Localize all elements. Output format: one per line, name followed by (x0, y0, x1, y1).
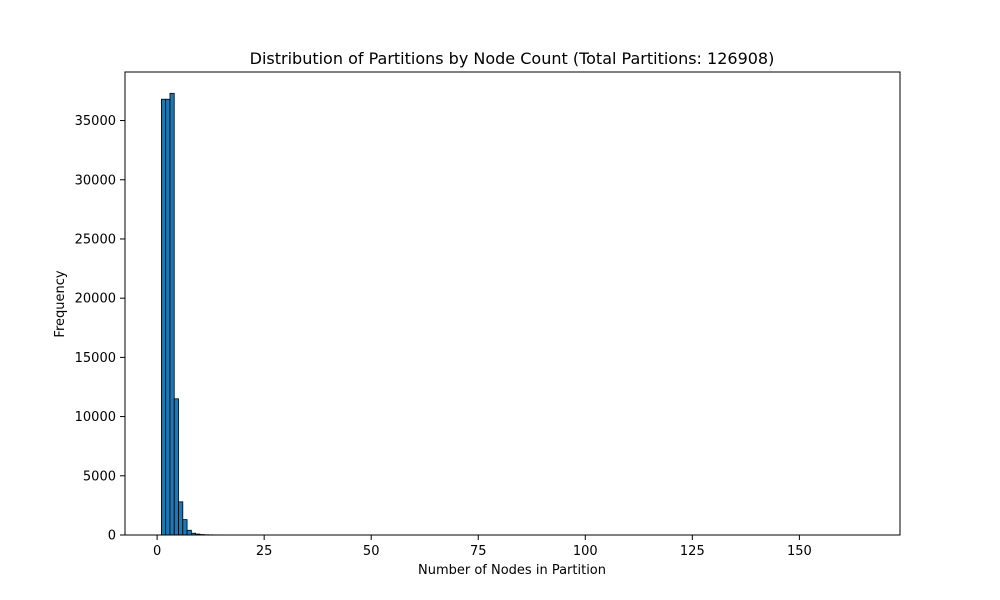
y-axis-label: Frequency (53, 270, 68, 337)
x-axis-ticks: 0 25 50 75 100 125 150 (153, 535, 812, 559)
histogram-bar (173, 398, 179, 536)
histogram-bar (186, 529, 192, 536)
y-tick-label: 10000 (75, 410, 116, 425)
y-tick-label: 35000 (75, 114, 116, 129)
histogram-bar (165, 98, 171, 536)
plot-background (125, 72, 900, 535)
y-tick-label: 0 (108, 529, 116, 544)
histogram-bar (182, 519, 188, 536)
x-tick-label: 25 (256, 544, 273, 559)
chart-title: Distribution of Partitions by Node Count… (250, 49, 775, 68)
y-tick-label: 25000 (75, 232, 116, 247)
x-tick-label: 125 (680, 544, 705, 559)
x-tick-label: 75 (470, 544, 487, 559)
histogram-bar (160, 98, 167, 536)
y-tick-label: 30000 (75, 173, 116, 188)
y-tick-label: 15000 (75, 351, 116, 366)
plot-frame (124, 71, 901, 536)
histogram-bar (178, 501, 184, 536)
x-tick-label: 0 (153, 544, 161, 559)
x-tick-label: 50 (363, 544, 380, 559)
x-tick-label: 150 (787, 544, 812, 559)
y-tick-label: 5000 (83, 469, 116, 484)
x-tick-label: 100 (573, 544, 598, 559)
y-tick-label: 20000 (75, 292, 116, 307)
histogram-bar (169, 92, 175, 536)
y-axis-ticks: 0 5000 10000 15000 20000 25000 30000 35000 (75, 114, 125, 544)
x-axis-label: Number of Nodes in Partition (418, 563, 606, 578)
